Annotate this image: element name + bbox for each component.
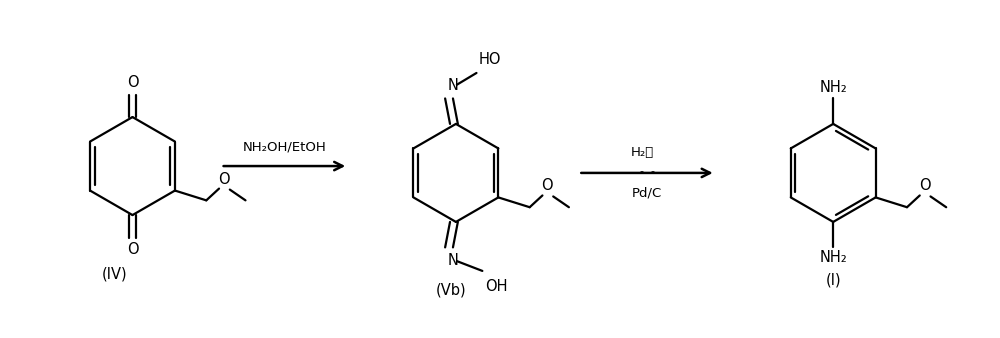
Text: -  -: - - — [640, 166, 654, 176]
Text: (IV): (IV) — [102, 266, 128, 281]
Text: O: O — [127, 242, 138, 258]
Text: H₂肼: H₂肼 — [630, 146, 654, 159]
Text: NH₂: NH₂ — [819, 250, 847, 265]
Text: (I): (I) — [825, 273, 841, 288]
Text: NH₂: NH₂ — [819, 80, 847, 96]
Text: O: O — [218, 172, 230, 187]
Text: (Vb): (Vb) — [436, 283, 466, 298]
Text: N: N — [448, 253, 458, 268]
Text: NH₂OH/EtOH: NH₂OH/EtOH — [243, 140, 326, 153]
Text: Pd/C: Pd/C — [632, 187, 662, 200]
Text: O: O — [127, 75, 138, 90]
Text: HO: HO — [478, 52, 501, 67]
Text: OH: OH — [485, 279, 508, 294]
Text: O: O — [542, 178, 553, 193]
Text: O: O — [919, 178, 930, 193]
Text: N: N — [448, 77, 458, 93]
